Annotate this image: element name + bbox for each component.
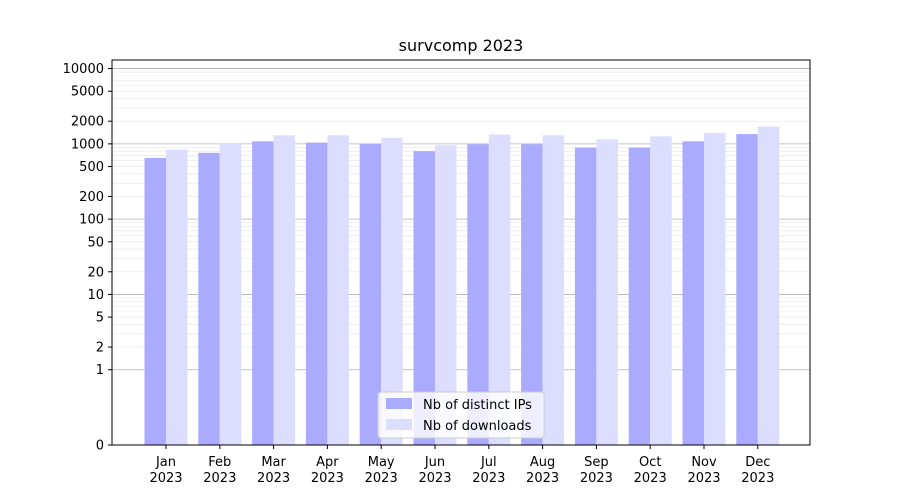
bar-distinct-ips (736, 134, 758, 446)
x-tick-label-year: 2023 (418, 471, 451, 486)
x-tick-label-month: Feb (208, 455, 231, 470)
bar-downloads (542, 135, 565, 445)
y-tick-label: 20 (87, 265, 104, 280)
y-tick-label: 500 (79, 160, 104, 175)
bar-downloads (327, 135, 349, 445)
bar-downloads (704, 132, 726, 445)
x-tick-label-year: 2023 (472, 471, 505, 486)
axis-layer: 012510205010020050010002000500010000Jan2… (63, 62, 775, 486)
y-tick-label: 10 (87, 288, 104, 303)
bar-downloads (488, 134, 511, 445)
y-tick-label: 2000 (71, 115, 104, 130)
bar-downloads (166, 149, 188, 445)
x-tick-label-year: 2023 (311, 471, 344, 486)
plot-frame (111, 59, 811, 446)
y-tick-label: 1000 (71, 137, 104, 152)
bar-distinct-ips (574, 147, 597, 445)
legend-swatch-ips (386, 398, 412, 409)
bar-downloads (435, 145, 457, 446)
x-tick-label-year: 2023 (149, 471, 182, 486)
x-tick-label-month: Apr (316, 455, 339, 470)
y-tick-label: 10000 (63, 62, 104, 77)
x-tick-label-year: 2023 (365, 471, 398, 486)
y-tick-label: 2 (96, 341, 104, 356)
x-tick-label-year: 2023 (580, 471, 613, 486)
x-tick-label-month: Nov (691, 455, 717, 470)
y-tick-label: 200 (79, 190, 104, 205)
x-tick-label-month: Dec (745, 455, 770, 470)
bar-distinct-ips (413, 151, 435, 445)
x-tick-label-month: Oct (639, 455, 661, 470)
bar-downloads (596, 139, 618, 446)
x-tick-label-year: 2023 (741, 471, 774, 486)
bar-distinct-ips (305, 142, 328, 445)
y-tick-label: 50 (87, 235, 104, 250)
y-tick-label: 5000 (71, 85, 104, 100)
x-tick-label-month: Jan (155, 455, 176, 470)
legend-label-ips: Nb of distinct IPs (423, 398, 532, 413)
bar-downloads (381, 137, 403, 445)
bar-distinct-ips (682, 141, 704, 445)
bar-distinct-ips (252, 141, 274, 445)
x-tick-label-month: Jul (480, 455, 497, 470)
legend-swatch-downloads (386, 419, 412, 430)
bar-downloads (757, 126, 780, 446)
y-tick-label: 1 (96, 363, 104, 378)
bar-downloads (650, 136, 672, 445)
bar-downloads (273, 135, 296, 445)
bar-layer (144, 126, 780, 446)
y-tick-label: 5 (96, 311, 104, 326)
y-tick-label: 100 (79, 213, 104, 228)
chart-title: survcomp 2023 (399, 36, 524, 55)
legend-label-downloads: Nb of downloads (423, 419, 532, 434)
x-tick-label-month: Jun (424, 455, 445, 470)
x-tick-label-month: May (368, 455, 395, 470)
bar-distinct-ips (144, 157, 166, 446)
x-tick-label-month: Aug (530, 455, 555, 470)
legend: Nb of distinct IPs Nb of downloads (377, 391, 545, 439)
x-tick-label-month: Mar (261, 455, 286, 470)
legend-box (377, 391, 545, 439)
bar-distinct-ips (467, 144, 489, 445)
x-tick-label-year: 2023 (687, 471, 720, 486)
x-tick-label-year: 2023 (257, 471, 290, 486)
bar-distinct-ips (198, 152, 220, 446)
x-tick-label-year: 2023 (526, 471, 559, 486)
bar-distinct-ips (628, 147, 651, 445)
x-tick-label-year: 2023 (634, 471, 667, 486)
bar-downloads (219, 143, 242, 445)
x-tick-label-year: 2023 (203, 471, 236, 486)
bar-distinct-ips (521, 144, 543, 445)
y-tick-label: 0 (96, 439, 104, 454)
x-tick-label-month: Sep (584, 455, 609, 470)
bar-distinct-ips (359, 143, 382, 445)
